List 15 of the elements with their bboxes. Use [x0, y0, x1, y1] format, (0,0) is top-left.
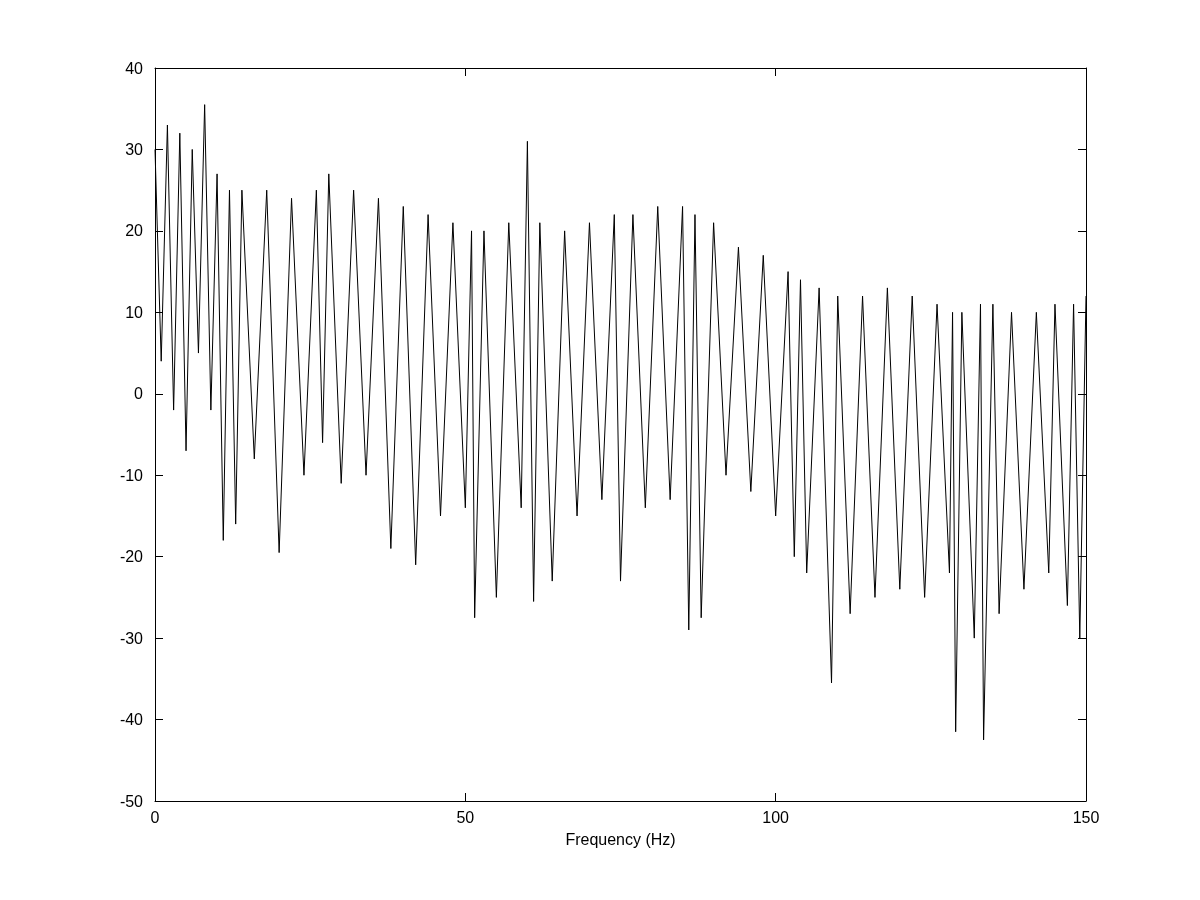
- y-tick-label: 10: [125, 303, 144, 321]
- y-tick-label: -20: [119, 548, 144, 566]
- x-tick-label: 100: [762, 808, 790, 826]
- y-tick-label: 20: [125, 222, 144, 240]
- x-tick-label: 150: [1072, 808, 1100, 826]
- y-tick-label: -50: [119, 792, 144, 810]
- x-axis-title: Frequency (Hz): [565, 830, 676, 848]
- x-tick-label: 50: [456, 808, 475, 826]
- x-tick-label: 0: [150, 808, 160, 826]
- y-tick-label: 40: [125, 59, 144, 77]
- y-tick-label: -10: [119, 466, 144, 484]
- y-tick-label: -30: [119, 629, 144, 647]
- y-tick-label: 30: [125, 140, 144, 158]
- y-tick-label: 0: [134, 385, 144, 403]
- y-tick-label: -40: [119, 711, 144, 729]
